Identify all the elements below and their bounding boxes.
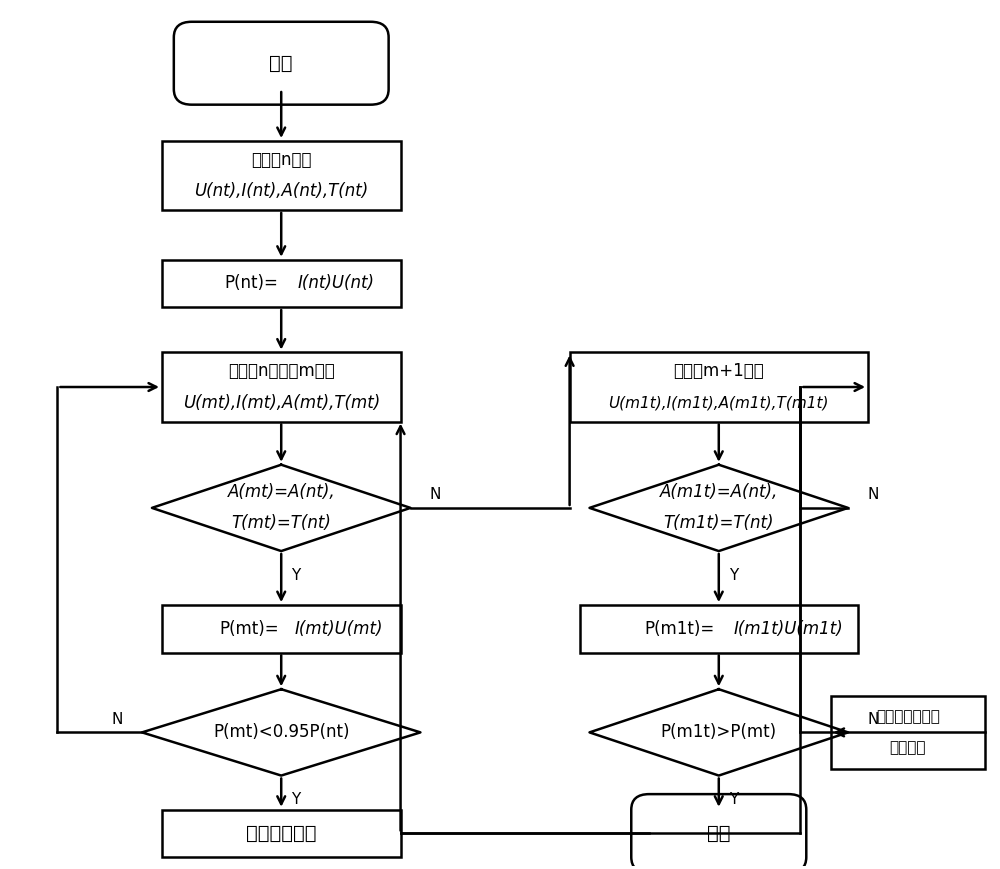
Text: P(mt)=: P(mt)=: [220, 620, 279, 638]
FancyBboxPatch shape: [162, 605, 401, 653]
FancyBboxPatch shape: [162, 353, 401, 421]
Text: Y: Y: [729, 793, 738, 807]
FancyBboxPatch shape: [631, 794, 806, 869]
Text: P(nt)=: P(nt)=: [224, 275, 278, 292]
Text: T(m1t)=T(nt): T(m1t)=T(nt): [664, 514, 774, 533]
Text: P(mt)<0.95P(nt): P(mt)<0.95P(nt): [213, 723, 349, 741]
Polygon shape: [152, 465, 411, 551]
Text: A(m1t)=A(nt),: A(m1t)=A(nt),: [660, 483, 778, 501]
Text: N: N: [111, 712, 123, 727]
Text: 输入第n天：: 输入第n天：: [251, 151, 311, 169]
Text: I(mt)U(mt): I(mt)U(mt): [295, 620, 383, 638]
Text: 将此串编号反馈: 将此串编号反馈: [876, 709, 940, 725]
Text: 到显示器: 到显示器: [889, 740, 926, 755]
Text: T(mt)=T(nt): T(mt)=T(nt): [231, 514, 331, 533]
FancyBboxPatch shape: [162, 260, 401, 307]
Text: P(m1t)=: P(m1t)=: [644, 620, 714, 638]
FancyBboxPatch shape: [162, 810, 401, 857]
Text: Y: Y: [292, 567, 301, 583]
Text: N: N: [430, 488, 441, 502]
Text: A(mt)=A(nt),: A(mt)=A(nt),: [227, 483, 335, 501]
Text: N: N: [867, 712, 879, 727]
FancyBboxPatch shape: [174, 22, 389, 104]
Polygon shape: [590, 465, 848, 551]
FancyBboxPatch shape: [831, 696, 985, 769]
Text: 启动清洗程序: 启动清洗程序: [246, 824, 316, 843]
Text: 输入第m+1天：: 输入第m+1天：: [673, 362, 764, 381]
Text: 返回: 返回: [707, 824, 731, 843]
FancyBboxPatch shape: [580, 605, 858, 653]
Text: I(m1t)U(m1t): I(m1t)U(m1t): [734, 620, 843, 638]
Text: U(nt),I(nt),A(nt),T(nt): U(nt),I(nt),A(nt),T(nt): [194, 182, 368, 200]
FancyBboxPatch shape: [162, 141, 401, 210]
FancyBboxPatch shape: [570, 353, 868, 421]
Text: Y: Y: [292, 793, 301, 807]
Text: U(mt),I(mt),A(mt),T(mt): U(mt),I(mt),A(mt),T(mt): [183, 394, 380, 412]
Text: 开始: 开始: [269, 54, 293, 73]
Text: 输入第n天之后m天：: 输入第n天之后m天：: [228, 362, 335, 381]
Text: U(m1t),I(m1t),A(m1t),T(m1t): U(m1t),I(m1t),A(m1t),T(m1t): [609, 395, 829, 410]
Polygon shape: [590, 689, 848, 775]
Text: I(nt)U(nt): I(nt)U(nt): [297, 275, 374, 292]
Text: P(m1t)>P(mt): P(m1t)>P(mt): [661, 723, 777, 741]
Text: Y: Y: [729, 567, 738, 583]
Text: N: N: [867, 488, 879, 502]
Polygon shape: [142, 689, 420, 775]
